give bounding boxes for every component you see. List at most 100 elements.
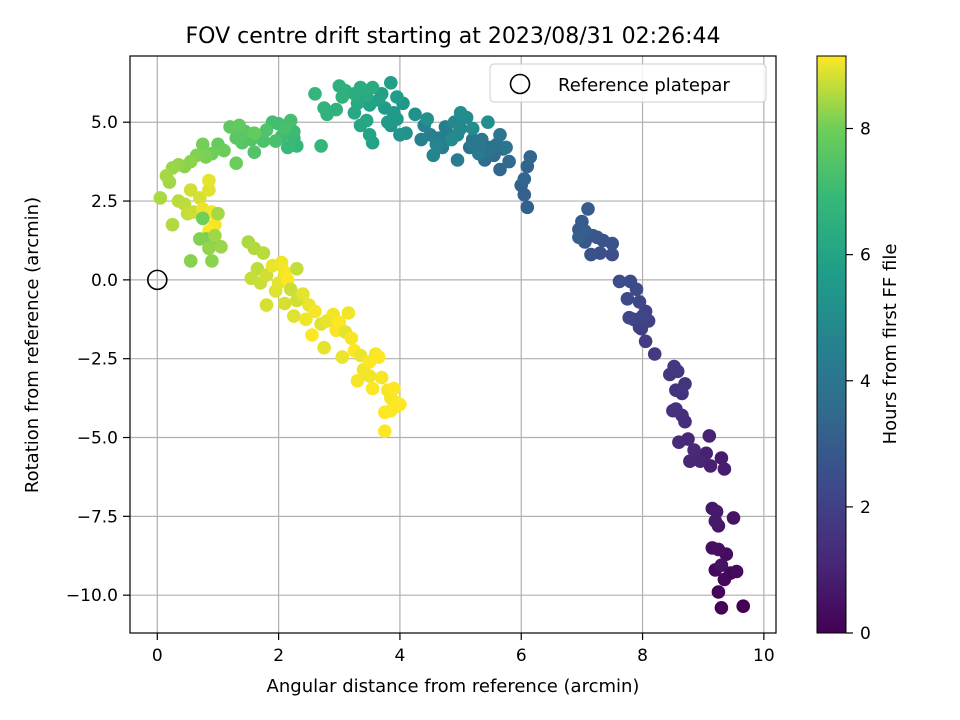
colorbar: 0 2 4 6 8 Hours from first FF file: [816, 55, 901, 644]
scatter-point: [736, 599, 750, 613]
scatter-point: [584, 247, 598, 262]
scatter-point: [622, 310, 636, 325]
scatter-point: [259, 123, 274, 137]
y-tick-label: 0.0: [91, 271, 118, 291]
scatter-point: [717, 462, 732, 476]
scatter-point: [709, 504, 724, 519]
scatter-point: [393, 397, 407, 412]
legend-box: [489, 63, 767, 103]
scatter-point: [290, 262, 304, 276]
scatter-point: [371, 350, 386, 364]
y-tick-label: 5.0: [91, 113, 118, 133]
scatter-point: [711, 542, 726, 557]
scatter-point: [365, 381, 380, 396]
scatter-point: [502, 154, 516, 169]
scatter-point: [193, 232, 207, 246]
x-axis-ticks: 0 2 4 6 8 10: [152, 633, 775, 666]
plot-frame: [129, 55, 777, 634]
scatter-point: [232, 118, 246, 133]
scatter-point: [247, 145, 262, 159]
scatter-point: [672, 435, 686, 450]
scatter-point: [341, 306, 356, 320]
scatter-point: [217, 143, 231, 158]
scatter-point: [196, 137, 210, 152]
scatter-point: [214, 240, 228, 254]
scatter-point: [183, 154, 198, 169]
data-points: [153, 76, 750, 615]
scatter-point: [444, 132, 459, 147]
scatter-point: [581, 202, 595, 216]
scatter-point: [387, 381, 401, 396]
x-tick-label: 4: [395, 646, 406, 666]
colorbar-tick-label: 8: [860, 120, 871, 140]
colorbar-gradient: [816, 55, 847, 634]
scatter-point: [499, 140, 513, 155]
colorbar-tick-label: 4: [860, 372, 871, 392]
scatter-point: [620, 292, 635, 306]
scatter-point: [714, 601, 729, 615]
scatter-point: [623, 274, 638, 289]
scatter-point: [374, 370, 389, 385]
scatter-point: [335, 90, 350, 104]
scatter-point: [202, 173, 216, 188]
scatter-point: [714, 451, 729, 465]
scatter-point: [453, 106, 468, 120]
scatter-point: [229, 156, 243, 170]
scatter-point: [647, 347, 662, 361]
scatter-point: [605, 247, 619, 262]
scatter-point: [350, 374, 365, 388]
legend: Reference platepar: [489, 63, 767, 103]
scatter-point: [153, 191, 168, 205]
scatter-point: [277, 296, 292, 311]
scatter-point: [211, 206, 225, 221]
scatter-point: [472, 146, 486, 161]
scatter-point: [308, 304, 322, 319]
scatter-point: [687, 443, 701, 457]
y-tick-label: −2.5: [77, 350, 118, 370]
scatter-point: [205, 254, 219, 268]
x-tick-label: 10: [753, 646, 775, 666]
scatter-point: [256, 134, 271, 148]
scatter-point: [384, 76, 398, 90]
scatter-point: [632, 295, 647, 309]
scatter-point: [202, 183, 216, 197]
y-tick-label: 2.5: [91, 192, 118, 212]
scatter-point: [277, 121, 292, 136]
scatter-point: [408, 107, 422, 122]
scatter-point: [729, 564, 744, 579]
colorbar-tick-label: 2: [860, 498, 871, 518]
scatter-point: [202, 241, 216, 256]
scatter-point: [208, 228, 222, 243]
scatter-point: [296, 287, 310, 301]
scatter-point: [717, 572, 732, 587]
scatter-point: [520, 200, 535, 215]
scatter-point: [317, 340, 331, 355]
scatter-point: [378, 424, 392, 439]
colorbar-label: Hours from first FF file: [880, 244, 901, 445]
scatter-point: [314, 139, 328, 153]
scatter-point: [332, 79, 347, 93]
y-tick-label: −7.5: [77, 507, 118, 527]
x-tick-label: 8: [637, 646, 648, 666]
colorbar-tick-label: 6: [860, 246, 871, 266]
colorbar-ticks: 0 2 4 6 8: [846, 120, 871, 644]
scatter-point: [517, 172, 532, 186]
scatter-point: [256, 246, 271, 260]
scatter-point: [299, 312, 313, 327]
scatter-point: [280, 140, 295, 155]
scatter-point: [429, 137, 444, 152]
legend-entry-reference-platepar: Reference platepar: [558, 75, 730, 96]
scatter-point: [247, 126, 262, 140]
scatter-point: [393, 128, 407, 142]
scatter-point: [693, 454, 707, 469]
scatter-point: [159, 169, 174, 183]
scatter-point: [481, 115, 495, 129]
scatter-point: [268, 134, 283, 148]
scatter-point: [287, 309, 301, 323]
scatter-point: [666, 403, 680, 418]
scatter-point: [523, 150, 538, 164]
reference-platepar-marker: [146, 269, 168, 291]
scatter-point: [683, 454, 697, 469]
scatter-point: [638, 334, 653, 349]
